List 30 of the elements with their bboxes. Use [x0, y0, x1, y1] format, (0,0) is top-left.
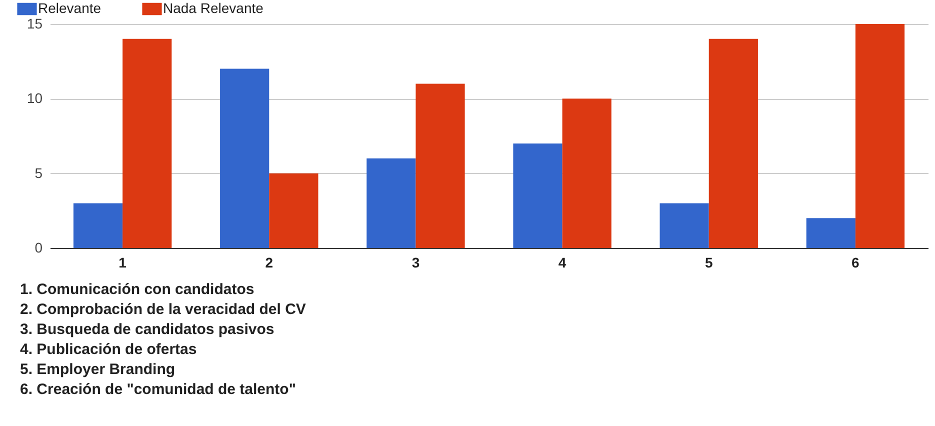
bar [660, 203, 709, 248]
x-tick-label: 6 [852, 254, 860, 270]
legend-label: Relevante [38, 0, 102, 16]
bar [122, 38, 172, 248]
bar [562, 98, 612, 248]
bar [708, 38, 758, 248]
x-tick-label: 5 [704, 254, 713, 270]
x-tick-label: 3 [412, 254, 420, 270]
bar [416, 84, 465, 248]
text: 6. Creación de "comunidad de talento" [20, 380, 297, 400]
text: 5. Employer Branding [20, 360, 176, 380]
text: 1. Comunicación con candidatos [20, 280, 256, 300]
y-tick-label: 0 [34, 240, 43, 256]
text: 4. Publicación de ofertas [20, 340, 198, 360]
bar [220, 68, 270, 248]
y-tick-label: 10 [26, 90, 43, 106]
bar [269, 173, 318, 248]
legend-label: Nada Relevante [163, 0, 264, 16]
y-tick-label: 15 [26, 16, 43, 32]
bar [513, 143, 562, 248]
bar [806, 218, 856, 248]
bar [73, 203, 123, 248]
x-tick-label: 4 [558, 254, 566, 270]
x-tick-label: 1 [118, 254, 127, 270]
bar [366, 158, 416, 248]
y-tick-label: 5 [34, 164, 43, 181]
text: 3. Busqueda de candidatos pasivos [20, 320, 276, 340]
text: 2. Comprobación de la veracidad del CV [20, 300, 307, 320]
x-tick-label: 2 [265, 254, 274, 270]
bar [855, 24, 905, 248]
